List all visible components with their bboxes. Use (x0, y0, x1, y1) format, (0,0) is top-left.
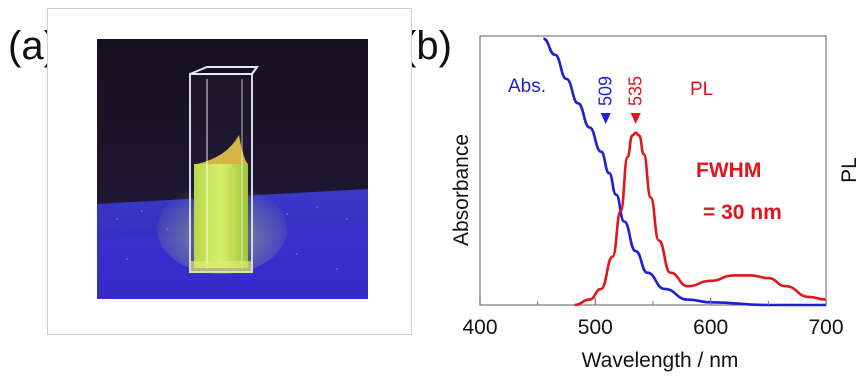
spectrum-chart: 509 535 Abs. PL FWHM = 30 nm Absorbance … (420, 0, 866, 379)
x-axis-ticks: 400 500 600 700 (462, 298, 844, 339)
x-tick-label: 400 (462, 316, 497, 339)
peak-marker-535 (630, 113, 641, 124)
fwhm-label: FWHM (696, 159, 761, 182)
fwhm-value: = 30 nm (703, 201, 782, 224)
y-axis-label-left: Absorbance (450, 134, 473, 246)
series-line-pl (574, 131, 827, 307)
x-tick-label: 500 (578, 316, 613, 339)
cuvette-photo (97, 39, 368, 299)
series-line-abs (542, 37, 826, 307)
x-axis-label: Wavelength / nm (582, 349, 739, 372)
glowing-solution (194, 164, 248, 268)
y-axis-label-right: PL (838, 157, 861, 183)
series-label-pl: PL (690, 79, 713, 100)
x-tick-label: 600 (693, 316, 728, 339)
series-label-abs: Abs. (508, 76, 546, 97)
peak-marker-509 (600, 113, 611, 124)
x-tick-label: 700 (808, 316, 843, 339)
peak-label-509: 509 (596, 76, 616, 106)
cuvette (189, 66, 259, 273)
peak-label-535: 535 (626, 76, 646, 106)
